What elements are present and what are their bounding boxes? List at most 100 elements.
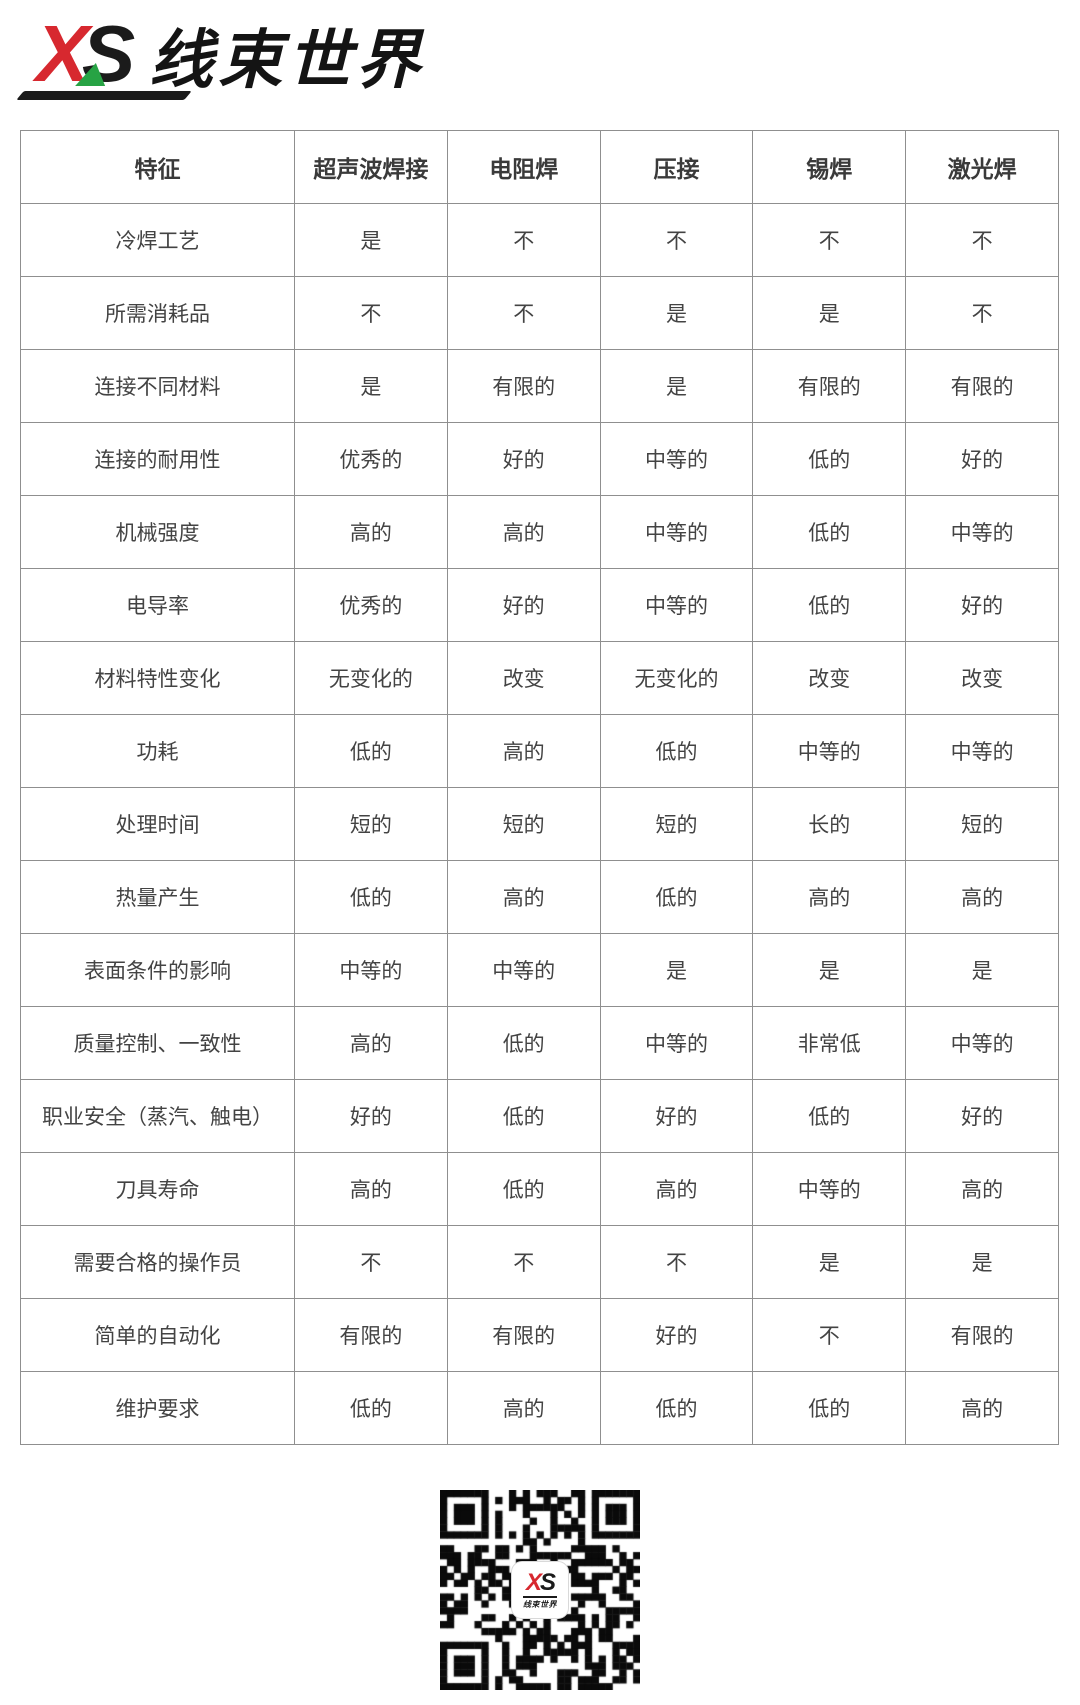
value-cell: 是 <box>599 349 754 423</box>
table-row: 冷焊工艺是不不不不 <box>20 203 1059 277</box>
value-cell: 高的 <box>905 1371 1059 1445</box>
value-cell: 优秀的 <box>294 422 448 496</box>
logo-letter-s: S <box>81 9 135 98</box>
value-cell: 低的 <box>446 1079 601 1153</box>
value-cell: 好的 <box>599 1079 754 1153</box>
value-cell: 中等的 <box>752 714 907 788</box>
value-cell: 有限的 <box>294 1298 448 1372</box>
qr-code: XS 线束世界 <box>440 1490 640 1690</box>
value-cell: 不 <box>905 203 1059 277</box>
value-cell: 高的 <box>446 1371 601 1445</box>
value-cell: 有限的 <box>446 1298 601 1372</box>
table-row: 职业安全（蒸汽、触电） 好的 低的 好的 低的 好的 <box>20 1079 1059 1153</box>
value-cell: 高的 <box>294 1152 448 1226</box>
value-cell: 短的 <box>905 787 1059 861</box>
table-body: 冷焊工艺是不不不不所需消耗品不不是是不连接不同材料是有限的是有限的 有限的 连接的耐… <box>20 203 1059 1445</box>
qr-logo-brand-text: 线束世界 <box>523 1595 557 1610</box>
table-row: 连接的耐用性 优秀的 好的 中等的 低的 好的 <box>20 422 1059 496</box>
value-cell: 不 <box>752 1298 907 1372</box>
value-cell: 无变化的 <box>294 641 448 715</box>
value-cell: 高的 <box>446 860 601 934</box>
value-cell: 中等的 <box>752 1152 907 1226</box>
brand-name: 线束世界 <box>149 24 426 96</box>
value-cell: 是 <box>294 349 448 423</box>
value-cell: 低的 <box>752 1079 907 1153</box>
value-cell: 短的 <box>294 787 448 861</box>
method-column-header: 超声波焊接 <box>294 130 448 204</box>
table-row: 连接不同材料是有限的是有限的 有限的 <box>20 349 1059 423</box>
brand-logo: X S 线束世界 <box>16 9 426 106</box>
value-cell: 好的 <box>905 422 1059 496</box>
value-cell: 低的 <box>446 1006 601 1080</box>
feature-cell: 刀具寿命 <box>20 1152 295 1226</box>
table-row: 处理时间 短的 短的 短的 长的 短的 <box>20 787 1059 861</box>
value-cell: 非常低 <box>752 1006 907 1080</box>
value-cell: 中等的 <box>905 1006 1059 1080</box>
table-row: 材料特性变化 无变化的 改变 无变化的 改变 改变 <box>20 641 1059 715</box>
value-cell: 有限的 <box>446 349 601 423</box>
value-cell: 低的 <box>752 422 907 496</box>
feature-column-header: 特征 <box>20 130 295 204</box>
value-cell: 改变 <box>905 641 1059 715</box>
value-cell: 好的 <box>446 422 601 496</box>
value-cell: 中等的 <box>599 1006 754 1080</box>
value-cell: 低的 <box>752 1371 907 1445</box>
value-cell: 低的 <box>599 714 754 788</box>
table-row: 机械强度 高的 高的 中等的 低的 中等的 <box>20 495 1059 569</box>
logo-letter-x: X <box>36 9 89 98</box>
value-cell: 高的 <box>905 860 1059 934</box>
value-cell: 是 <box>905 933 1059 1007</box>
table-row: 所需消耗品不不是是不 <box>20 276 1059 350</box>
value-cell: 低的 <box>294 1371 448 1445</box>
qr-logo-letter-x: X <box>525 1568 542 1596</box>
value-cell: 中等的 <box>446 933 601 1007</box>
value-cell: 是 <box>599 933 754 1007</box>
value-cell: 低的 <box>446 1152 601 1226</box>
value-cell: 是 <box>599 276 754 350</box>
value-cell: 高的 <box>905 1152 1059 1226</box>
feature-cell: 需要合格的操作员 <box>20 1225 295 1299</box>
table-row: 刀具寿命 高的 低的 高的 中等的 高的 <box>20 1152 1059 1226</box>
feature-cell: 处理时间 <box>20 787 295 861</box>
value-cell: 是 <box>752 1225 907 1299</box>
feature-cell: 表面条件的影响 <box>20 933 295 1007</box>
value-cell: 是 <box>905 1225 1059 1299</box>
value-cell: 改变 <box>446 641 601 715</box>
feature-cell: 连接的耐用性 <box>20 422 295 496</box>
value-cell: 高的 <box>446 714 601 788</box>
feature-cell: 冷焊工艺 <box>20 203 295 277</box>
feature-cell: 所需消耗品 <box>20 276 295 350</box>
value-cell: 中等的 <box>599 568 754 642</box>
value-cell: 中等的 <box>905 714 1059 788</box>
value-cell: 高的 <box>446 495 601 569</box>
qr-logo-xs-mark: XS <box>525 1568 556 1596</box>
value-cell: 低的 <box>599 860 754 934</box>
value-cell: 好的 <box>294 1079 448 1153</box>
value-cell: 是 <box>294 203 448 277</box>
value-cell: 短的 <box>599 787 754 861</box>
value-cell: 不 <box>905 276 1059 350</box>
value-cell: 有限的 <box>752 349 907 423</box>
value-cell: 中等的 <box>294 933 448 1007</box>
table-row: 质量控制、一致性 高的 低的 中等的 非常低 中等的 <box>20 1006 1059 1080</box>
feature-cell: 职业安全（蒸汽、触电） <box>20 1079 295 1153</box>
header-row: 特征 超声波焊接 电阻焊 压接 锡焊 激光焊 <box>20 130 1059 204</box>
value-cell: 不 <box>446 203 601 277</box>
value-cell: 不 <box>599 203 754 277</box>
value-cell: 好的 <box>446 568 601 642</box>
value-cell: 好的 <box>905 568 1059 642</box>
comparison-table: 特征 超声波焊接 电阻焊 压接 锡焊 激光焊 冷焊工艺是不不不不所需消耗品不不是是不连接不… <box>20 130 1059 1445</box>
value-cell: 中等的 <box>905 495 1059 569</box>
feature-cell: 热量产生 <box>20 860 295 934</box>
value-cell: 高的 <box>599 1152 754 1226</box>
table-row: 简单的自动化 有限的 有限的 好的不有限的 <box>20 1298 1059 1372</box>
value-cell: 不 <box>446 276 601 350</box>
value-cell: 低的 <box>294 714 448 788</box>
feature-cell: 连接不同材料 <box>20 349 295 423</box>
table-row: 电导率 优秀的 好的 中等的 低的 好的 <box>20 568 1059 642</box>
value-cell: 低的 <box>752 495 907 569</box>
feature-cell: 质量控制、一致性 <box>20 1006 295 1080</box>
qr-center-logo: XS 线束世界 <box>511 1561 569 1619</box>
method-column-header: 电阻焊 <box>446 130 601 204</box>
